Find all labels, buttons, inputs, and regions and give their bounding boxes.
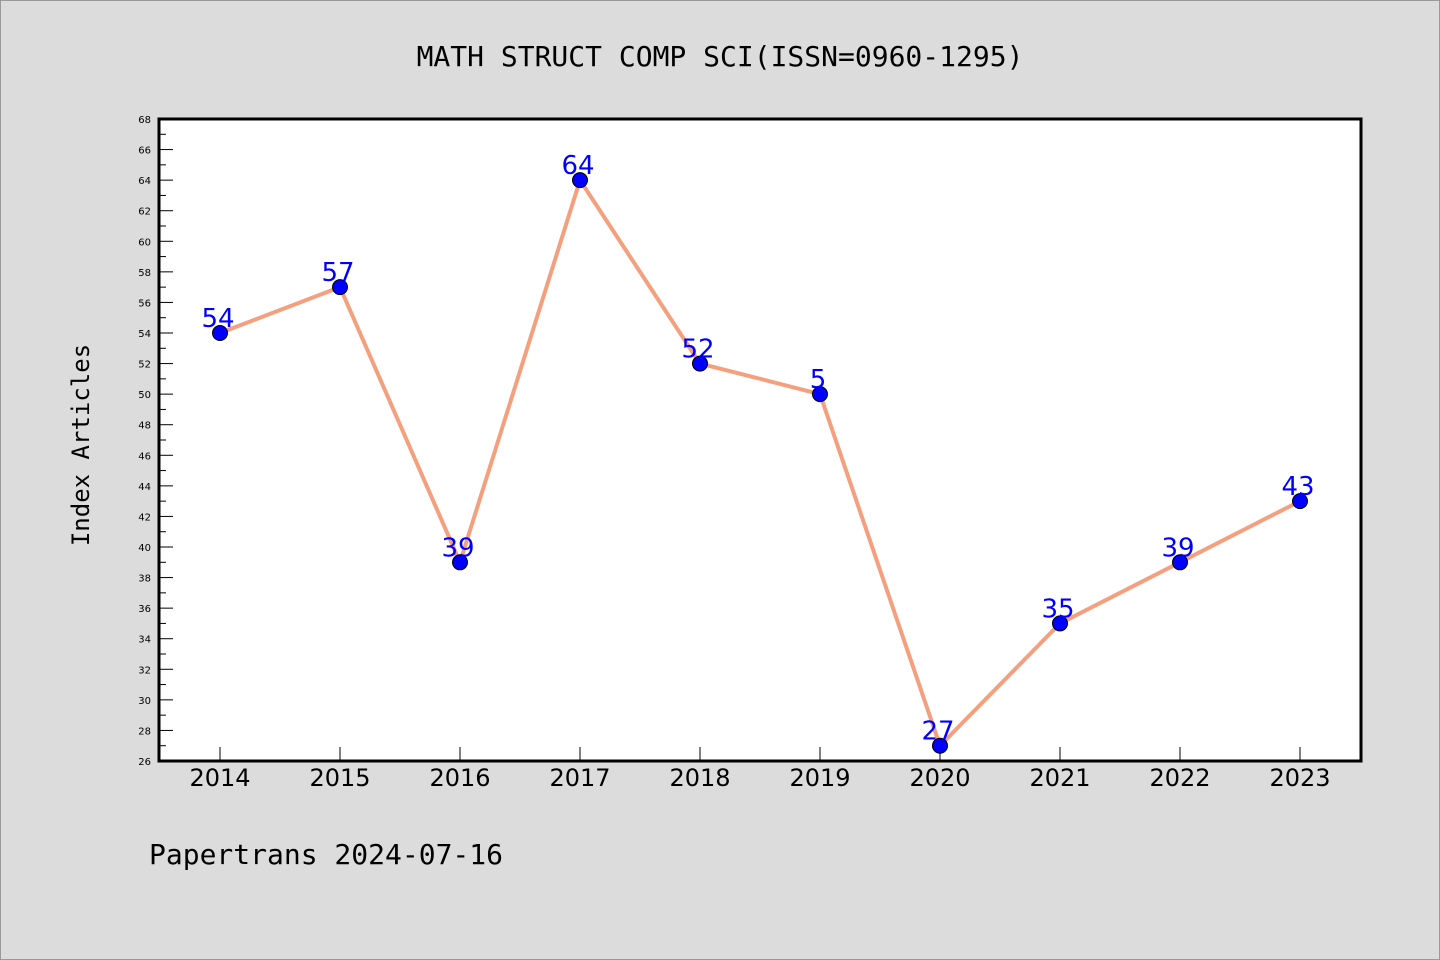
data-label: 5 — [810, 365, 827, 395]
x-tick-label: 2021 — [1029, 764, 1090, 792]
data-label: 39 — [1161, 533, 1194, 563]
y-tick-label: 28 — [138, 726, 151, 737]
data-label: 27 — [921, 717, 954, 747]
data-point — [692, 355, 708, 372]
y-tick-label: 38 — [138, 574, 151, 585]
y-tick-label: 52 — [138, 360, 151, 371]
y-tick-label: 48 — [138, 421, 151, 432]
y-tick-label: 46 — [138, 451, 151, 462]
data-label: 64 — [561, 151, 594, 181]
x-tick-label: 2020 — [909, 764, 970, 792]
plot-area — [157, 117, 1363, 763]
data-point — [332, 279, 348, 296]
y-tick-label: 60 — [138, 237, 151, 248]
x-axis: 2014 2015 2016 2017 2018 2019 2020 2021 2022 2023 — [189, 747, 1331, 792]
y-axis: 26 28 30 32 34 36 38 40 42 44 46 48 50 52 54 56 58 60 62 64… — [138, 115, 173, 768]
y-tick-label: 32 — [138, 665, 151, 676]
x-tick-label: 2016 — [429, 764, 490, 792]
y-tick-label: 40 — [138, 543, 151, 554]
y-tick-label: 68 — [138, 115, 151, 126]
data-point — [1292, 493, 1308, 510]
y-tick-label: 42 — [138, 512, 151, 523]
y-tick-label: 50 — [138, 390, 151, 401]
y-tick-label: 34 — [138, 635, 151, 646]
data-label: 39 — [441, 533, 474, 563]
data-label: 57 — [321, 258, 354, 288]
x-tick-label: 2022 — [1149, 764, 1210, 792]
data-point — [212, 325, 228, 341]
y-tick-label: 66 — [138, 146, 151, 157]
series-line-group: 54 57 39 64 52 5 27 35 39 43 — [201, 151, 1315, 754]
y-tick-label: 58 — [138, 268, 151, 279]
y-tick-label: 30 — [138, 696, 151, 707]
y-axis-label: Index Articles — [67, 344, 95, 546]
data-point — [572, 172, 588, 189]
x-tick-label: 2015 — [309, 764, 370, 792]
y-tick-label: 56 — [138, 298, 151, 309]
y-tick-label: 54 — [138, 329, 151, 340]
data-point — [812, 386, 828, 403]
data-label: 43 — [1281, 472, 1314, 502]
x-tick-label: 2019 — [789, 764, 850, 792]
x-tick-label: 2017 — [549, 764, 610, 792]
y-tick-label: 64 — [138, 176, 151, 187]
x-tick-label: 2014 — [189, 764, 250, 792]
data-label: 54 — [201, 304, 234, 334]
x-tick-label: 2023 — [1269, 764, 1330, 792]
x-tick-label: 2018 — [669, 764, 730, 792]
y-tick-label: 36 — [138, 604, 151, 615]
series-line — [218, 178, 1302, 748]
y-tick-label: 62 — [138, 207, 151, 218]
data-point — [1052, 615, 1068, 632]
data-point — [932, 737, 948, 754]
footer-watermark: Papertrans 2024-07-16 — [149, 838, 503, 871]
data-label: 35 — [1041, 594, 1074, 624]
y-tick-label: 44 — [138, 482, 151, 493]
data-point — [1172, 554, 1188, 571]
chart-title: MATH STRUCT COMP SCI(ISSN=0960-1295) — [417, 40, 1024, 73]
data-point — [452, 554, 468, 571]
data-label: 52 — [681, 335, 714, 365]
y-tick-label: 26 — [138, 757, 151, 768]
